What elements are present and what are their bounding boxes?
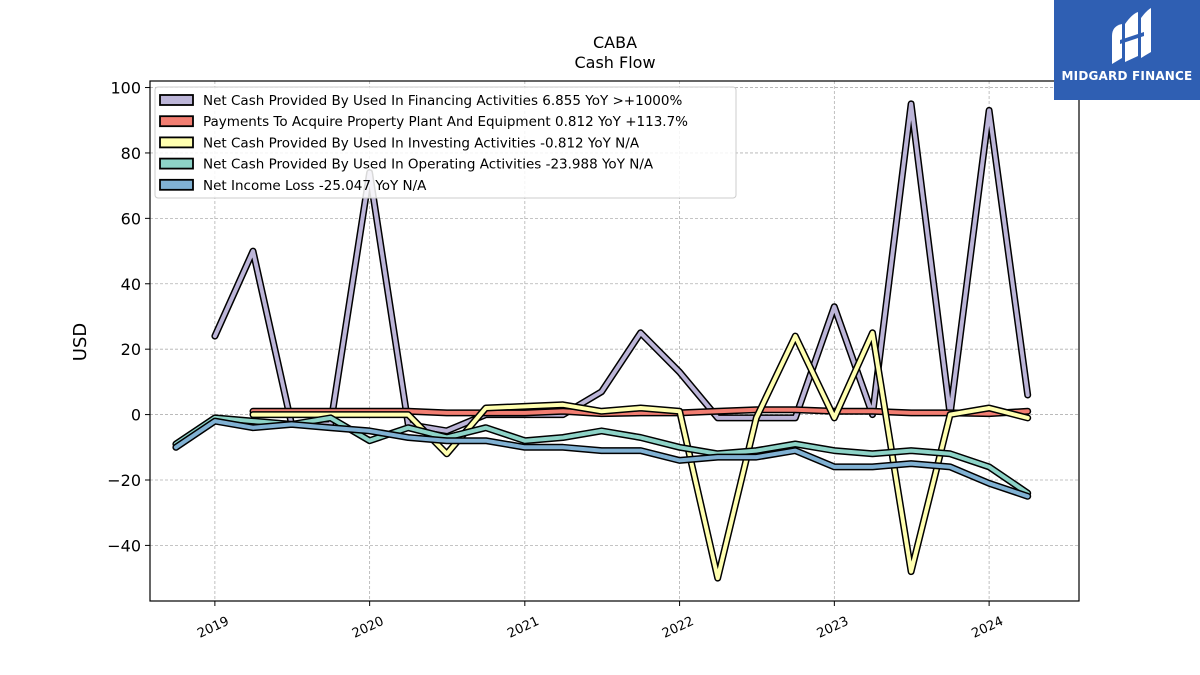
chart-title: CABA xyxy=(593,33,637,52)
y-tick-label: 20 xyxy=(121,340,141,359)
legend-swatch xyxy=(159,157,194,170)
axis-ticks: −40 −20 0 20 40 60 80 100 2019 2020 2021 2022 2023 20… xyxy=(107,79,1006,642)
series-5 xyxy=(172,417,1032,500)
x-tick-label: 2022 xyxy=(660,614,696,642)
plot-frame xyxy=(149,80,1080,602)
series-4 xyxy=(172,414,1032,497)
y-tick-label: −40 xyxy=(107,536,141,555)
y-tick-label: 100 xyxy=(110,79,141,98)
legend-swatch xyxy=(159,178,194,191)
y-axis-label: USD xyxy=(70,323,91,361)
midgard-finance-logo: MIDGARD FINANCE xyxy=(1054,0,1200,100)
legend-swatch xyxy=(159,115,194,128)
legend-label: Net Cash Provided By Used In Operating A… xyxy=(203,157,654,173)
legend-swatch xyxy=(159,136,194,149)
logo-text: MIDGARD FINANCE xyxy=(1061,69,1193,83)
y-tick-label: 40 xyxy=(121,275,141,294)
legend-label: Net Cash Provided By Used In Financing A… xyxy=(203,93,682,109)
legend-box xyxy=(154,86,737,199)
x-tick-label: 2021 xyxy=(505,614,541,642)
legend-label: Net Income Loss -25.047 YoY N/A xyxy=(203,178,427,194)
series-line xyxy=(173,415,1030,496)
x-tick-label: 2020 xyxy=(350,614,386,642)
legend-swatch xyxy=(159,94,194,106)
legend: Net Cash Provided By Used In Financing A… xyxy=(154,86,737,199)
series-3 xyxy=(249,329,1032,582)
y-tick-label: 0 xyxy=(131,406,141,425)
x-tick-label: 2023 xyxy=(815,614,851,642)
series-line xyxy=(173,419,1030,499)
y-tick-label: 80 xyxy=(121,144,141,163)
series-1 xyxy=(211,100,1032,435)
midgard-logo-icon xyxy=(1112,8,1151,64)
y-tick-label: −20 xyxy=(107,471,141,490)
y-tick-label: 60 xyxy=(121,209,141,228)
series-line-outline xyxy=(249,329,1032,582)
legend-label: Net Cash Provided By Used In Investing A… xyxy=(203,135,640,151)
series-lines xyxy=(172,100,1032,582)
series-line xyxy=(212,101,1030,433)
series-line xyxy=(251,330,1030,581)
legend-label: Payments To Acquire Property Plant And E… xyxy=(203,114,688,130)
chart-subtitle: Cash Flow xyxy=(574,53,655,72)
x-tick-label: 2019 xyxy=(195,614,231,642)
x-tick-label: 2024 xyxy=(969,614,1005,642)
